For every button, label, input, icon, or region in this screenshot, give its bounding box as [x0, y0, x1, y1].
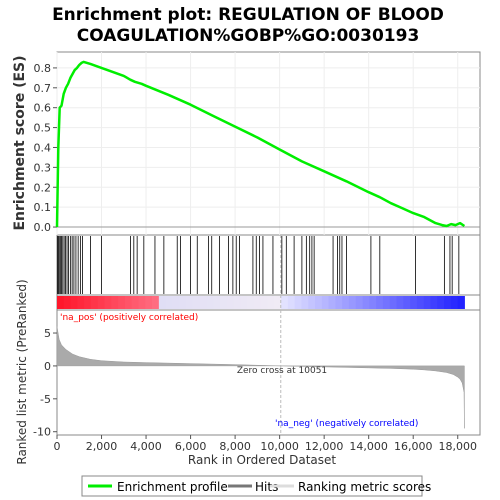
color-bar-segment: [369, 296, 376, 309]
pos-correlated-label: 'na_pos' (positively correlated): [60, 313, 198, 323]
color-bar-segment: [356, 296, 363, 309]
color-bar-segment: [247, 296, 254, 309]
es-tick-label: 0.0: [34, 221, 52, 234]
x-tick-label: 12,000: [305, 440, 344, 453]
color-bar-segment: [193, 296, 200, 309]
chart-title-line1: Enrichment plot: REGULATION OF BLOOD: [52, 5, 444, 25]
es-y-ticks: 0.0 0.1 0.2 0.3 0.4 0.5 0.6 0.7 0.8: [34, 62, 58, 234]
color-bar-segment: [118, 296, 125, 309]
color-bar-segment: [329, 296, 336, 309]
x-tick-label: 4,000: [130, 440, 162, 453]
hits-panel: [57, 235, 480, 295]
metric-y-ticks: -10 -5 0 5: [33, 327, 57, 439]
color-bar-segment: [376, 296, 383, 309]
color-bar-segment: [152, 296, 159, 309]
es-tick-label: 0.6: [34, 102, 52, 115]
legend-profile-label: Enrichment profile: [117, 480, 228, 494]
x-axis-title: Rank in Ordered Dataset: [188, 453, 336, 467]
legend-metric-label: Ranking metric scores: [298, 480, 431, 494]
color-bar-segment: [444, 296, 451, 309]
x-tick-label: 18,000: [438, 440, 477, 453]
color-bar-segment: [91, 296, 98, 309]
es-tick-label: 0.5: [34, 122, 52, 135]
color-bar-segment: [111, 296, 118, 309]
legend: Enrichment profile Hits Ranking metric s…: [82, 476, 431, 496]
color-bar-segment: [227, 296, 234, 309]
color-bar-segment: [132, 296, 139, 309]
color-bar-segment: [424, 296, 431, 309]
color-bar-segment: [71, 296, 78, 309]
color-bar-segment: [437, 296, 444, 309]
metric-tick-label: 0: [44, 360, 51, 373]
es-tick-label: 0.7: [34, 82, 52, 95]
color-bar-segment: [335, 296, 342, 309]
color-bar-segment: [64, 296, 71, 309]
es-tick-label: 0.8: [34, 62, 52, 75]
es-tick-label: 0.3: [34, 161, 52, 174]
color-bar-segment: [397, 296, 404, 309]
color-bar-segment: [105, 296, 112, 309]
color-bar-segment: [267, 296, 274, 309]
metric-tick-label: -5: [40, 393, 51, 406]
color-bar-segment: [410, 296, 417, 309]
x-tick-label: 16,000: [394, 440, 433, 453]
color-bar-segment: [390, 296, 397, 309]
color-bar-segment: [315, 296, 322, 309]
x-tick-label: 10,000: [260, 440, 299, 453]
color-bar: [57, 296, 465, 309]
color-bar-segment: [84, 296, 91, 309]
x-tick-label: 14,000: [349, 440, 388, 453]
color-bar-segment: [220, 296, 227, 309]
color-bar-segment: [295, 296, 302, 309]
color-bar-segment: [417, 296, 424, 309]
color-bar-segment: [342, 296, 349, 309]
x-tick-label: 8,000: [219, 440, 251, 453]
color-bar-segment: [288, 296, 295, 309]
color-bar-segment: [200, 296, 207, 309]
chart-title-line2: COAGULATION%GOBP%GO:0030193: [77, 26, 420, 46]
color-bar-segment: [430, 296, 437, 309]
color-bar-segment: [186, 296, 193, 309]
color-bar-segment: [383, 296, 390, 309]
metric-y-axis-title: Ranked list metric (PreRanked): [15, 279, 29, 464]
color-bar-segment: [363, 296, 370, 309]
x-tick-label: 0: [54, 440, 61, 453]
neg-correlated-label: 'na_neg' (negatively correlated): [275, 419, 418, 429]
x-tick-label: 6,000: [175, 440, 207, 453]
metric-tick-label: 5: [44, 327, 51, 340]
color-bar-segment: [77, 296, 84, 309]
color-bar-segment: [138, 296, 145, 309]
color-bar-segment: [349, 296, 356, 309]
x-ticks: 0 2,000 4,000 6,000 8,000 10,000 12,000 14,000 1…: [54, 435, 477, 453]
color-bar-segment: [261, 296, 268, 309]
color-bar-segment: [98, 296, 105, 309]
color-bar-segment: [458, 296, 465, 309]
color-bar-segment: [451, 296, 458, 309]
color-bar-segment: [281, 296, 288, 309]
color-bar-segment: [301, 296, 308, 309]
color-bar-segment: [166, 296, 173, 309]
color-bar-segment: [172, 296, 179, 309]
color-bar-segment: [240, 296, 247, 309]
color-bar-segment: [322, 296, 329, 309]
color-bar-segment: [206, 296, 213, 309]
color-bar-segment: [145, 296, 152, 309]
zero-cross-label: Zero cross at 10051: [237, 366, 327, 376]
color-bar-segment: [403, 296, 410, 309]
color-bar-segment: [254, 296, 261, 309]
color-bar-segment: [213, 296, 220, 309]
es-y-axis-title: Enrichment score (ES): [12, 55, 28, 230]
metric-tick-label: -10: [33, 426, 51, 439]
color-bar-segment: [179, 296, 186, 309]
color-bar-segment: [159, 296, 166, 309]
es-tick-label: 0.2: [34, 181, 52, 194]
color-bar-segment: [234, 296, 241, 309]
color-bar-segment: [308, 296, 315, 309]
es-tick-label: 0.4: [34, 141, 52, 154]
x-tick-label: 2,000: [86, 440, 118, 453]
color-bar-segment: [125, 296, 132, 309]
es-tick-label: 0.1: [34, 201, 52, 214]
color-bar-segment: [57, 296, 64, 309]
